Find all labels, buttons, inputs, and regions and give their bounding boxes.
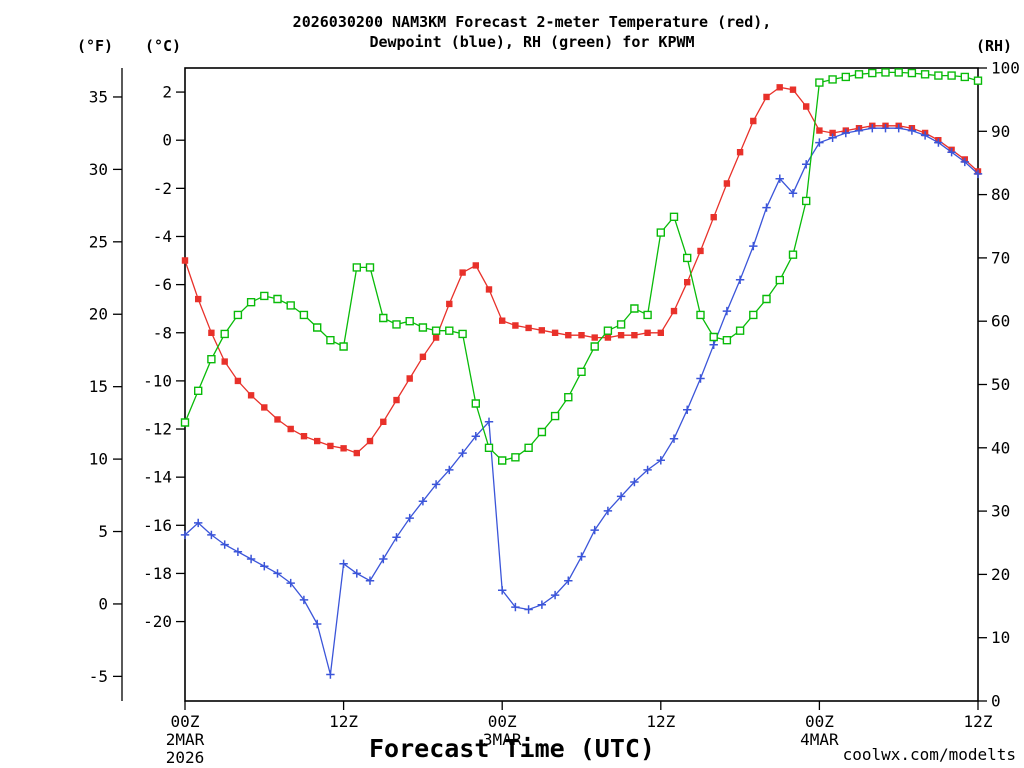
tick-label: 10 xyxy=(991,628,1010,647)
axes-layer: 35302520151050-520-2-4-6-8-10-12-14-16-1… xyxy=(89,59,1020,768)
tick-year-label: 2026 xyxy=(166,748,205,767)
relative-humidity-series xyxy=(180,68,983,465)
tick-label: 30 xyxy=(991,502,1010,521)
tick-label: 100 xyxy=(991,59,1020,78)
tick-label: 2 xyxy=(162,83,172,102)
celsius-axis-header: (°C) xyxy=(145,37,181,55)
dewpoint-markers xyxy=(180,124,983,679)
tick-label: 15 xyxy=(89,377,108,396)
x-axis-title: Forecast Time (UTC) xyxy=(369,734,655,763)
tick-label: 70 xyxy=(991,248,1010,267)
tick-label: 25 xyxy=(89,232,108,251)
tick-label: -6 xyxy=(153,275,172,294)
tick-label: 00Z xyxy=(488,712,517,731)
2-meter-temperature-markers xyxy=(181,84,982,457)
tick-label: -2 xyxy=(153,179,172,198)
tick-label: 0 xyxy=(162,131,172,150)
tick-label: 12Z xyxy=(646,712,675,731)
2-meter-temperature-line xyxy=(184,86,979,454)
dewpoint-series xyxy=(180,124,983,679)
dewpoint-line xyxy=(184,127,979,675)
tick-label: 30 xyxy=(89,160,108,179)
tick-date-label: 4MAR xyxy=(800,730,839,749)
tick-label: 35 xyxy=(89,87,108,106)
tick-label: 40 xyxy=(991,438,1010,457)
tick-label: 20 xyxy=(991,565,1010,584)
tick-label: -14 xyxy=(143,468,172,487)
tick-label: 20 xyxy=(89,305,108,324)
tick-label: 50 xyxy=(991,375,1010,394)
plot-frame xyxy=(184,67,979,702)
chart-title-line1: 2026030200 NAM3KM Forecast 2-meter Tempe… xyxy=(293,13,772,31)
fahrenheit-axis-header: (°F) xyxy=(77,37,113,55)
tick-label: -4 xyxy=(153,227,172,246)
tick-label: -18 xyxy=(143,564,172,583)
tick-label: 0 xyxy=(98,594,108,613)
tick-label: 10 xyxy=(89,450,108,469)
tick-date-label: 2MAR xyxy=(166,730,205,749)
2-meter-temperature-series xyxy=(181,84,982,457)
celsius-axis: 2 0 -2 -4 -6 -8 -10 -12 -14 -16 -18 -20 xyxy=(143,83,185,631)
tick-label: 12Z xyxy=(329,712,358,731)
series-layer xyxy=(180,68,983,679)
rh-axis-header: (RH) xyxy=(976,37,1012,55)
tick-label: 0 xyxy=(991,692,1001,711)
relative-humidity-markers xyxy=(180,68,983,465)
tick-label: 00Z xyxy=(171,712,200,731)
tick-label: 5 xyxy=(98,522,108,541)
fahrenheit-axis: 35 30 25 20 15 10 5 0 -5 xyxy=(89,68,123,701)
chart-title-line2: Dewpoint (blue), RH (green) for KPWM xyxy=(369,33,694,51)
tick-date-label: 3MAR xyxy=(483,730,522,749)
tick-label: -8 xyxy=(153,323,172,342)
tick-label: 12Z xyxy=(964,712,993,731)
tick-label: -10 xyxy=(143,371,172,390)
tick-label: 60 xyxy=(991,312,1010,331)
tick-label: 80 xyxy=(991,185,1010,204)
watermark: coolwx.com/modelts xyxy=(843,745,1016,764)
tick-label: -5 xyxy=(89,667,108,686)
tick-label: 00Z xyxy=(805,712,834,731)
tick-label: -20 xyxy=(143,612,172,631)
tick-label: 90 xyxy=(991,122,1010,141)
tick-label: -16 xyxy=(143,516,172,535)
tick-label: -12 xyxy=(143,420,172,439)
